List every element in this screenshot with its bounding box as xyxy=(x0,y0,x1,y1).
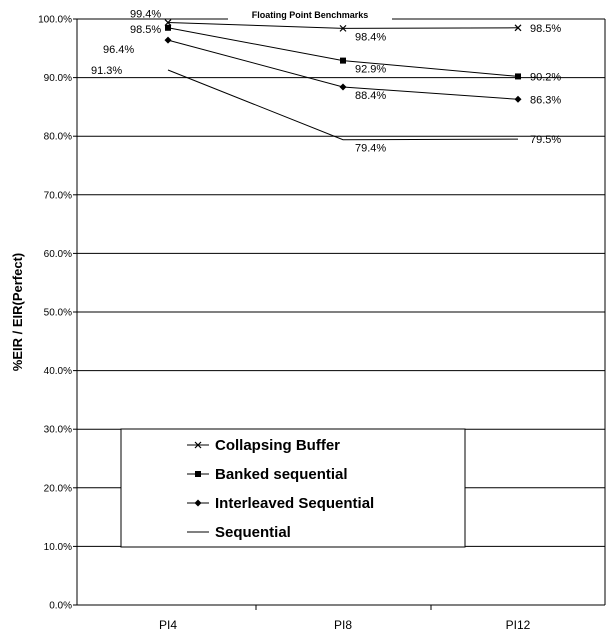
data-label: 79.5% xyxy=(530,134,561,146)
point-marker-diamond xyxy=(514,95,522,103)
point-marker-diamond xyxy=(339,83,347,91)
y-tick-label: 70.0% xyxy=(44,190,72,201)
y-axis-label: %EIR / EIR(Perfect) xyxy=(10,253,25,371)
point-marker-diamond xyxy=(164,36,172,44)
y-tick-label: 40.0% xyxy=(44,366,72,377)
y-tick-label: 0.0% xyxy=(49,601,72,612)
marker-stroke xyxy=(514,24,522,32)
point-marker-square xyxy=(515,73,521,80)
y-tick-label: 100.0% xyxy=(38,15,72,26)
data-label: 92.9% xyxy=(355,64,386,76)
series-lines xyxy=(164,19,522,141)
y-tick-label: 60.0% xyxy=(44,249,72,260)
point-marker-x xyxy=(194,441,202,449)
data-label: 99.4% xyxy=(130,9,161,21)
data-label: 88.4% xyxy=(355,90,386,102)
x-tick-label: PI4 xyxy=(159,618,177,632)
chart-title: Floating Point Benchmarks xyxy=(252,10,369,20)
point-marker-x xyxy=(164,19,172,26)
axes: 0.0% 10.0% 20.0% 30.0% 40.0% 50.0% 60.0% 70.0% 8… xyxy=(38,15,606,632)
y-tick-label: 30.0% xyxy=(44,425,72,436)
y-tick-label: 20.0% xyxy=(44,483,72,494)
y-tick-label: 90.0% xyxy=(44,73,72,84)
point-marker-x xyxy=(514,24,522,32)
chart-title-group: Floating Point Benchmarks xyxy=(228,7,392,23)
data-label: 98.5% xyxy=(530,23,561,35)
legend-label: Banked sequential xyxy=(215,466,348,483)
y-tick-label: 10.0% xyxy=(44,542,72,553)
point-marker-square xyxy=(165,24,171,31)
series-line xyxy=(167,69,519,141)
x-tick-label: PI8 xyxy=(334,618,352,632)
point-marker-x xyxy=(339,24,347,32)
legend-box xyxy=(120,428,466,548)
y-tick-label: 80.0% xyxy=(44,132,72,143)
y-tick-label: 50.0% xyxy=(44,308,72,319)
data-labels: 99.4% 98.4% 98.5% 98.5% 92.9% 90.2% 96.4% 88.4%… xyxy=(91,9,561,155)
legend-label: Collapsing Buffer xyxy=(215,437,340,454)
data-label: 91.3% xyxy=(91,65,122,77)
legend-label: Interleaved Sequential xyxy=(215,495,374,512)
data-label: 98.4% xyxy=(355,31,386,43)
marker-stroke xyxy=(164,19,172,26)
data-label: 98.5% xyxy=(130,24,161,36)
data-label: 96.4% xyxy=(103,44,134,56)
point-marker-square xyxy=(340,57,346,64)
series-line xyxy=(167,27,519,77)
data-label: 86.3% xyxy=(530,94,561,106)
point-marker-diamond xyxy=(194,499,202,507)
point-marker-square xyxy=(195,471,201,477)
x-tick-label: PI12 xyxy=(506,618,531,632)
data-label: 90.2% xyxy=(530,71,561,83)
title-background xyxy=(228,7,392,23)
series-line xyxy=(167,22,519,29)
legend-label: Sequential xyxy=(215,524,291,541)
legend: Collapsing Buffer Banked sequential Interl… xyxy=(120,428,466,548)
marker-stroke xyxy=(339,24,347,32)
marker-stroke xyxy=(194,441,202,449)
data-label: 79.4% xyxy=(355,143,386,155)
